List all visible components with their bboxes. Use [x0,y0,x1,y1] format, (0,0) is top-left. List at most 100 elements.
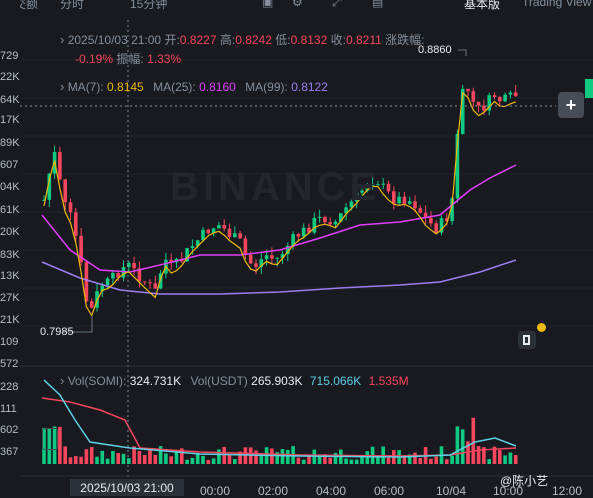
candle-body[interactable] [42,199,46,201]
candle-body[interactable] [513,92,518,97]
candle-body[interactable] [280,254,285,258]
candle-body[interactable] [153,283,158,289]
candle-body[interactable] [365,186,370,191]
candle-body[interactable] [47,173,52,200]
candle-body[interactable] [58,152,62,180]
candle-body[interactable] [360,190,364,193]
candle-body[interactable] [429,217,433,224]
candle-body[interactable] [323,216,327,223]
candle-body[interactable] [89,301,94,308]
candle-body[interactable] [68,202,73,213]
candle-body[interactable] [127,262,131,268]
basic-tab[interactable]: 基本版 [464,0,501,11]
candle-body[interactable] [243,238,248,255]
candle-body[interactable] [211,228,216,234]
interval-tab[interactable]: 15分钟 [130,0,168,11]
candle-body[interactable] [423,212,428,218]
candle-body[interactable] [460,88,465,134]
candle-body[interactable] [349,201,354,208]
candle-body[interactable] [201,229,205,241]
candle-body[interactable] [503,94,507,102]
candle-body[interactable] [195,240,200,247]
candle-body[interactable] [354,192,359,202]
candle-body[interactable] [259,259,264,267]
candle-body[interactable] [434,223,438,233]
candle-body[interactable] [79,235,83,263]
candle-body[interactable] [233,233,237,238]
candle-body[interactable] [137,268,142,282]
time-tab[interactable]: 分时 [60,0,85,11]
candle-body[interactable] [482,105,486,111]
volume-bar [317,454,322,464]
candle-body[interactable] [376,184,380,186]
candle-body[interactable] [206,229,211,234]
settings-icon[interactable]: ⚙ [292,0,303,9]
draw-icon[interactable]: ⤢ [332,0,342,9]
candle-body[interactable] [445,218,449,222]
candle-body[interactable] [333,221,338,225]
candle-body[interactable] [111,273,115,279]
candle-body[interactable] [222,225,226,229]
candle-body[interactable] [185,248,189,262]
add-icon[interactable]: + [558,92,584,118]
candle-body[interactable] [116,273,120,278]
layout-icon[interactable]: ▤ [372,0,384,9]
candle-body[interactable] [392,191,396,204]
candle-body[interactable] [455,133,460,199]
candle-body[interactable] [301,227,306,237]
candle-body[interactable] [407,201,412,204]
candle-body[interactable] [227,228,232,238]
candle-body[interactable] [413,201,417,209]
candle-body[interactable] [508,92,513,95]
candle-body[interactable] [381,183,385,185]
candle-body[interactable] [169,259,173,263]
candle-body[interactable] [286,245,290,255]
candle-body[interactable] [386,183,391,192]
candle-body[interactable] [402,196,407,204]
candle-body[interactable] [476,101,481,106]
candle-body[interactable] [248,254,253,264]
candle-body[interactable] [63,179,67,203]
candle-body[interactable] [148,282,152,284]
candle-body[interactable] [275,257,279,259]
candle-body[interactable] [100,285,105,292]
candle-body[interactable] [307,227,311,233]
candle-body[interactable] [492,95,497,98]
candle-body[interactable] [132,262,136,269]
candle-body[interactable] [487,95,491,111]
candle-body[interactable] [450,198,454,222]
candle-body[interactable] [105,278,110,286]
candle-body[interactable] [270,255,274,259]
candle-body[interactable] [74,212,78,236]
candle-body[interactable] [328,222,332,225]
indicator-icon[interactable]: ▣ [262,0,274,9]
candle-body[interactable] [217,225,221,229]
candle-body[interactable] [254,263,258,267]
candle-body[interactable] [121,267,126,278]
candle-body[interactable] [344,207,348,214]
candle-body[interactable] [296,234,301,237]
candle-body[interactable] [238,233,242,239]
event-flag-icon[interactable] [518,331,536,349]
candle-body[interactable] [418,208,423,213]
candle-body[interactable] [142,281,147,283]
ma-chevron-icon[interactable]: › [60,79,65,94]
collapse-panel-icon[interactable]: › [42,428,58,450]
candle-body[interactable] [317,216,322,218]
candle-body[interactable] [84,262,89,302]
candle-body[interactable] [158,273,163,289]
candle-body[interactable] [466,88,470,92]
candle-body[interactable] [439,218,444,233]
tradingview-tab[interactable]: Trading View [522,0,592,9]
collapse-chevron-icon[interactable]: › [60,32,65,47]
vol-chevron-icon[interactable]: › [60,373,65,388]
candle-body[interactable] [291,234,295,246]
candle-body[interactable] [471,91,476,102]
candle-body[interactable] [397,196,401,204]
candle-body[interactable] [190,246,195,249]
candle-body[interactable] [312,217,317,233]
candle-body[interactable] [339,213,343,222]
candle-body[interactable] [498,97,502,102]
candle-body[interactable] [264,255,269,260]
